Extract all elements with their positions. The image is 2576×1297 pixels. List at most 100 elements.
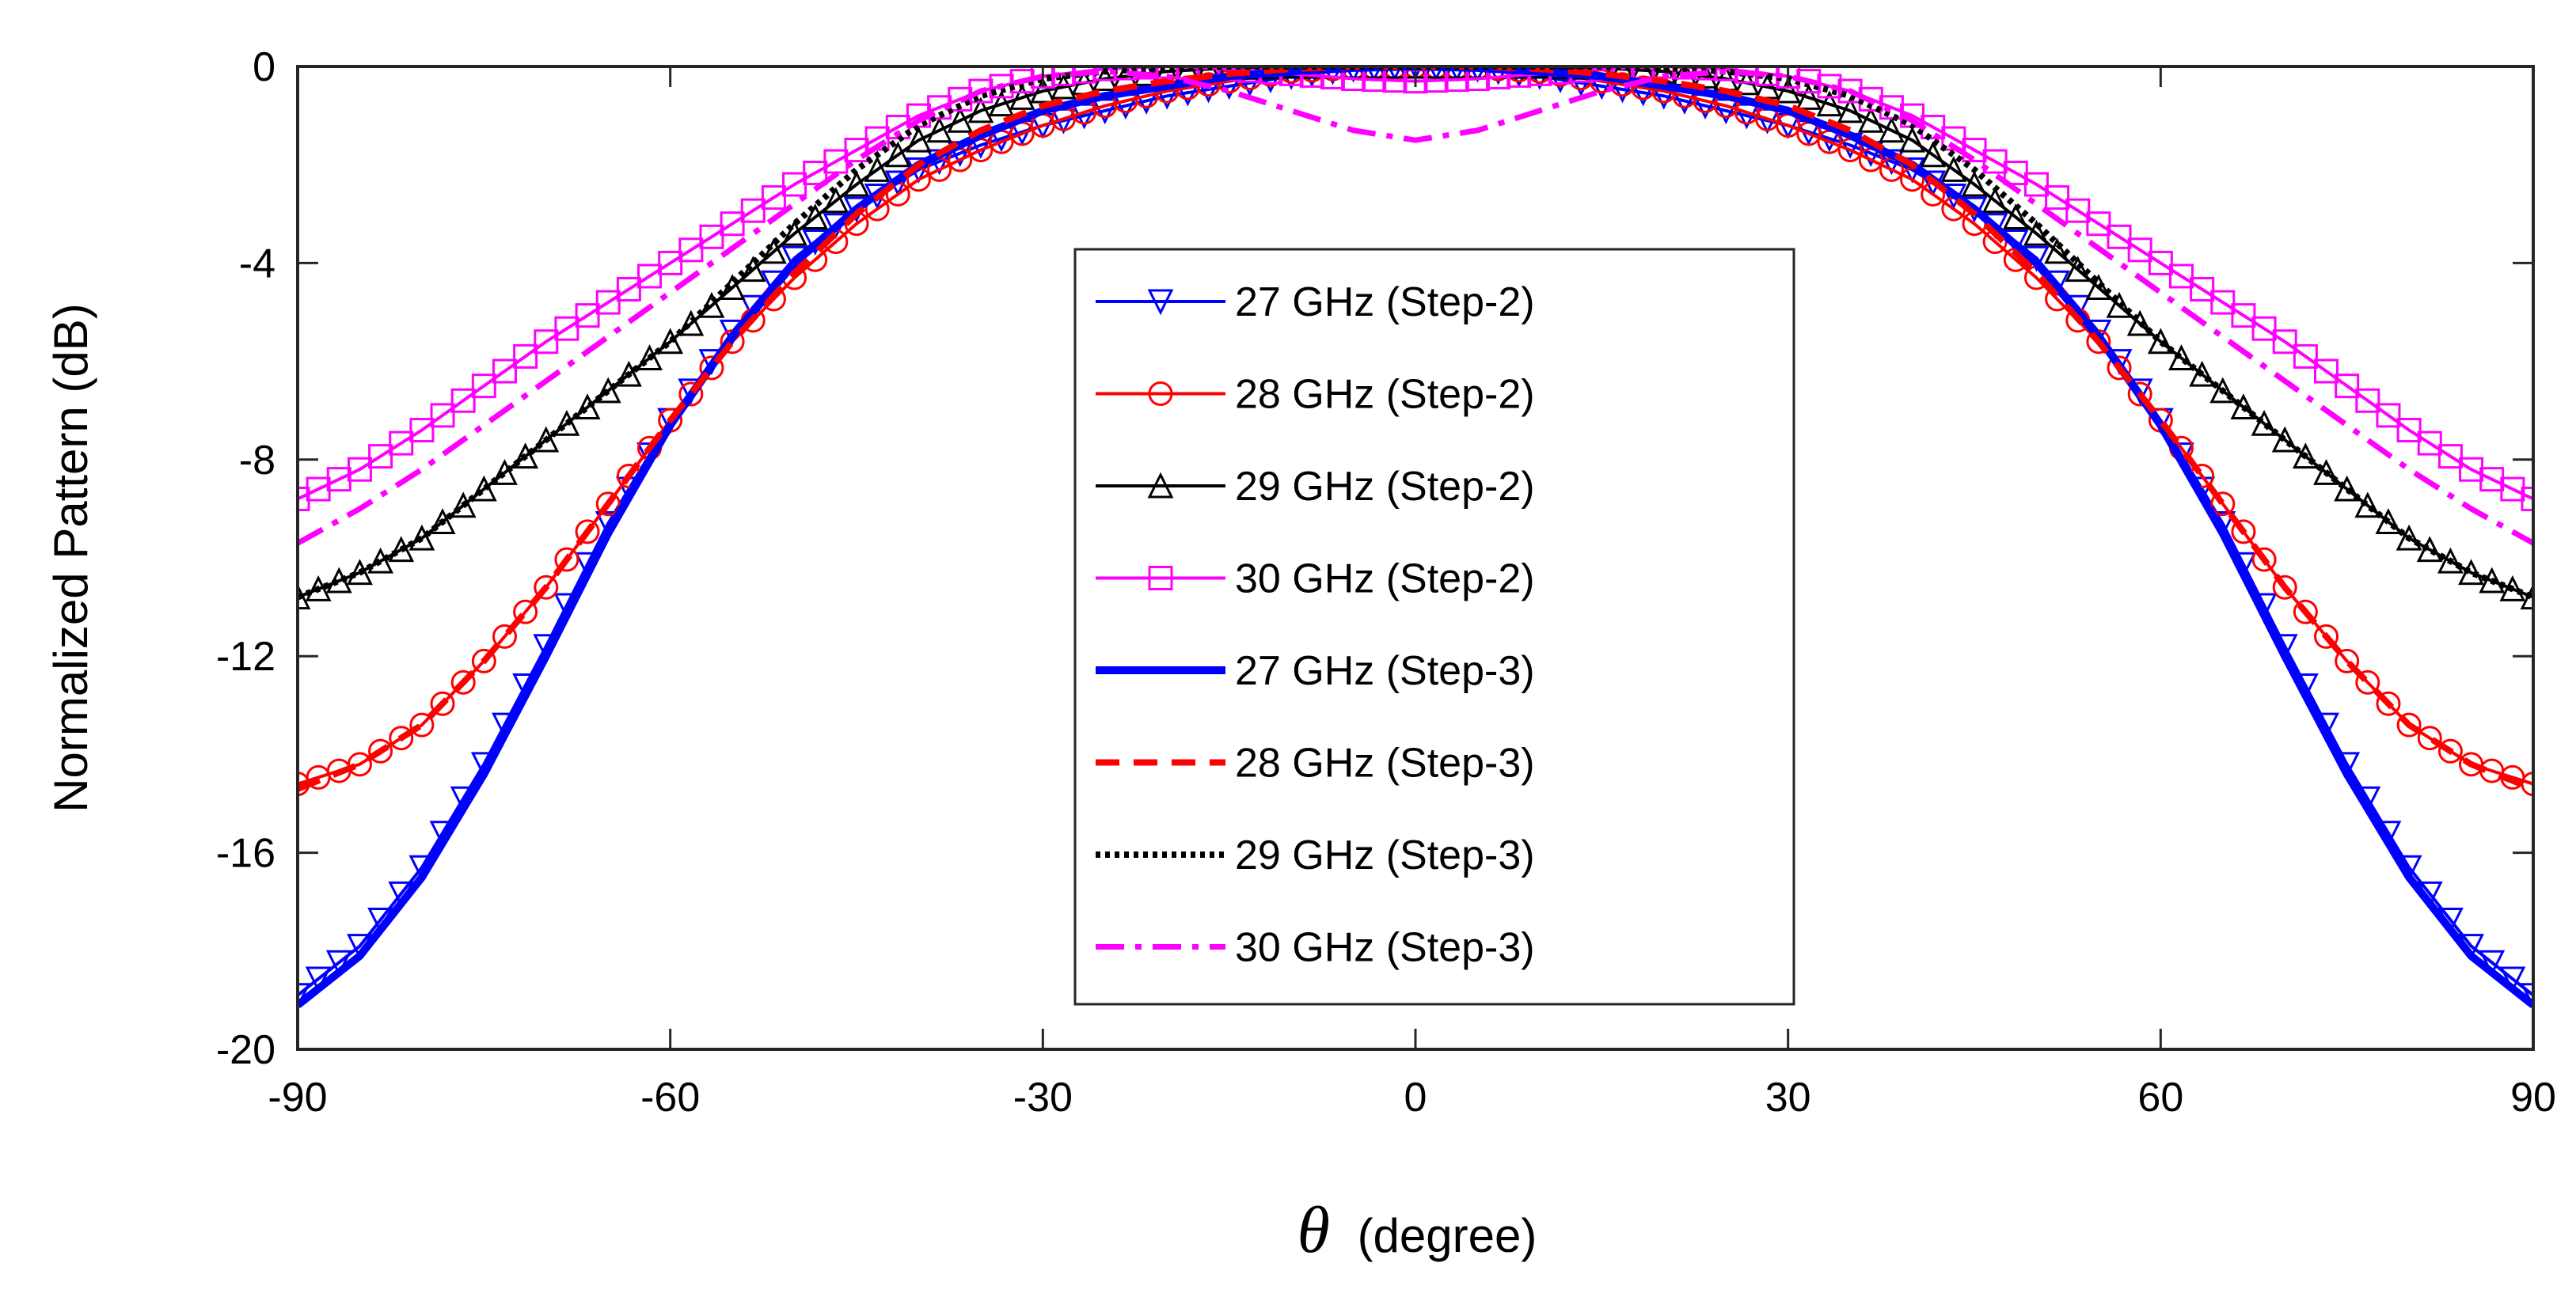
data-point-interp [305,575,332,601]
data-point [1837,78,1863,104]
data-point [2334,475,2361,502]
data-point-interp [388,536,415,563]
data-point-interp [368,738,393,764]
y-tick-label: -20 [216,1027,275,1073]
series-line [298,68,2533,546]
data-point-interp [430,691,455,716]
legend-label: 27 GHz (Step-2) [1235,279,1535,325]
data-point [1278,66,1305,79]
legend-box [1073,248,1795,1006]
data-point-interp [2230,393,2257,420]
x-axis-title: θ (degree) [1297,1193,1537,1267]
data-point-interp [1506,66,1532,88]
data-point-interp [2313,459,2339,485]
data-point-interp [616,277,641,302]
legend-item: 30 GHz (Step-2) [1096,556,1535,602]
data-point [1279,66,1303,90]
data-point [471,374,496,399]
data-point-interp [513,599,538,624]
data-point [2520,983,2533,1010]
data-point-interp [1795,83,1822,110]
legend-swatch-marker [1148,566,1173,590]
legend-label: 28 GHz (Step-3) [1235,741,1535,787]
y-tick-label: -4 [239,241,275,286]
data-point [595,290,621,315]
data-point-interp [2190,277,2215,302]
data-point-interp [699,355,724,381]
data-point [2521,486,2533,511]
data-point-interp [492,358,517,384]
data-point-interp [2231,519,2256,544]
data-point-interp [760,237,787,264]
data-point [1092,66,1119,92]
legend-item: 30 GHz (Step-3) [1096,925,1535,971]
data-point-interp [823,187,849,214]
data-point-interp [2045,185,2070,210]
data-point-interp [2376,403,2401,428]
data-point-interp [1981,187,2008,214]
data-point-interp [389,726,414,751]
data-point-interp [926,116,953,143]
data-point [2210,290,2236,315]
data-point-interp [2065,256,2092,283]
data-point [408,524,435,551]
data-point-interp [615,360,642,387]
x-tick-label: -60 [640,1075,700,1121]
data-point-interp [1298,66,1325,79]
legend-label: 29 GHz (Step-2) [1235,464,1535,510]
data-point-interp [389,430,414,456]
data-point-interp [368,444,393,469]
data-point [2396,524,2422,551]
data-point-interp [2251,547,2277,572]
legend-item: 29 GHz (Step-3) [1096,832,1535,878]
data-point [347,752,372,777]
data-point-interp [2375,508,2402,534]
data-point-interp [1506,66,1533,79]
data-point-interp [678,237,704,263]
legend-swatch-marker [1147,289,1174,316]
data-point-interp [575,519,600,544]
data-point [298,983,311,1010]
data-point [471,648,496,673]
data-point-interp [553,409,580,436]
data-point-interp [2127,381,2152,407]
data-point [720,211,745,237]
x-tick-label: 60 [2137,1075,2183,1121]
data-point [906,126,932,153]
data-point-interp [2189,360,2216,387]
x-axis-label: (degree) [1358,1209,1537,1262]
data-point-interp [2354,491,2381,518]
data-point-interp [2251,316,2277,341]
data-point-interp [575,303,600,328]
x-tick-label: 0 [1404,1075,1427,1121]
data-point-interp [740,198,766,223]
ticks-layer: -90 -60 -30 0 30 60 90 0 -4 -8 -12 -16 -20 [216,44,2556,1121]
data-point [595,377,621,404]
legend-item: 27 GHz (Step-2) [1096,279,1535,325]
data-point [534,575,559,600]
data-point-interp [2417,430,2442,456]
data-point [2086,211,2111,237]
data-point-interp [1878,116,1905,143]
data-point-interp [802,203,829,229]
data-point-interp [2002,203,2029,229]
data-point [2023,172,2049,197]
data-point-interp [761,185,786,210]
data-point [1899,126,1925,153]
legend-label: 28 GHz (Step-2) [1235,372,1535,418]
data-point [2271,426,2298,453]
data-point-interp [636,344,663,370]
data-point-interp [2127,237,2152,263]
data-point [2023,219,2050,246]
data-point-interp [2417,726,2442,751]
data-point-interp [2065,198,2091,223]
data-point-interp [2355,669,2380,695]
data-point [298,486,310,511]
data-point [658,250,683,275]
data-point-interp [2168,264,2194,289]
series-layer [298,66,2533,1010]
data-point-interp [1320,66,1345,89]
data-point-interp [1381,66,1408,79]
data-point-interp [1443,66,1470,79]
